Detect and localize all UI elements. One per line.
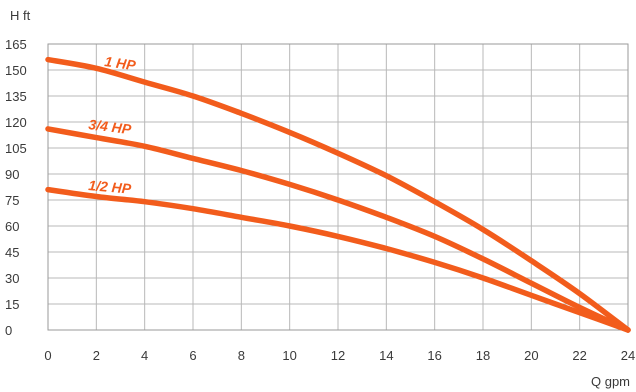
series-label: 1 HP: [104, 53, 138, 73]
x-axis-title: Q gpm: [591, 374, 630, 389]
series-labels: 1 HP 3/4 HP 1/2 HP: [88, 53, 138, 197]
x-tick-label: 6: [189, 348, 196, 363]
x-tick-label: 22: [572, 348, 586, 363]
series-line: [45, 186, 631, 333]
x-tick-label: 4: [141, 348, 148, 363]
y-tick-label: 135: [5, 89, 27, 104]
series-lines: [45, 56, 631, 333]
series-line: [45, 56, 631, 333]
y-tick-label: 120: [5, 115, 27, 130]
y-tick-label: 75: [5, 193, 19, 208]
x-tick-label: 18: [476, 348, 490, 363]
series-label: 1/2 HP: [88, 177, 133, 197]
y-tick-label: 15: [5, 297, 19, 312]
y-tick-label: 0: [5, 323, 12, 338]
series-line: [45, 126, 631, 333]
y-tick-label: 150: [5, 63, 27, 78]
x-tick-label: 2: [93, 348, 100, 363]
y-tick-labels: 0 15 30 45 60 75 90 105 120 135 150 165: [5, 37, 27, 338]
y-tick-label: 105: [5, 141, 27, 156]
x-tick-label: 20: [524, 348, 538, 363]
x-tick-label: 8: [238, 348, 245, 363]
x-tick-label: 16: [427, 348, 441, 363]
x-tick-label: 12: [331, 348, 345, 363]
y-tick-label: 45: [5, 245, 19, 260]
y-tick-label: 90: [5, 167, 19, 182]
x-tick-label: 0: [44, 348, 51, 363]
x-tick-label: 14: [379, 348, 393, 363]
series-label: 3/4 HP: [88, 116, 133, 137]
y-axis-title: H ft: [10, 8, 31, 23]
x-tick-label: 10: [282, 348, 296, 363]
y-tick-label: 165: [5, 37, 27, 52]
x-tick-label: 24: [621, 348, 635, 363]
x-tick-labels: 0 2 4 6 8 10 12 14 16 18 20 22 24: [44, 348, 635, 363]
y-tick-label: 60: [5, 219, 19, 234]
y-tick-label: 30: [5, 271, 19, 286]
